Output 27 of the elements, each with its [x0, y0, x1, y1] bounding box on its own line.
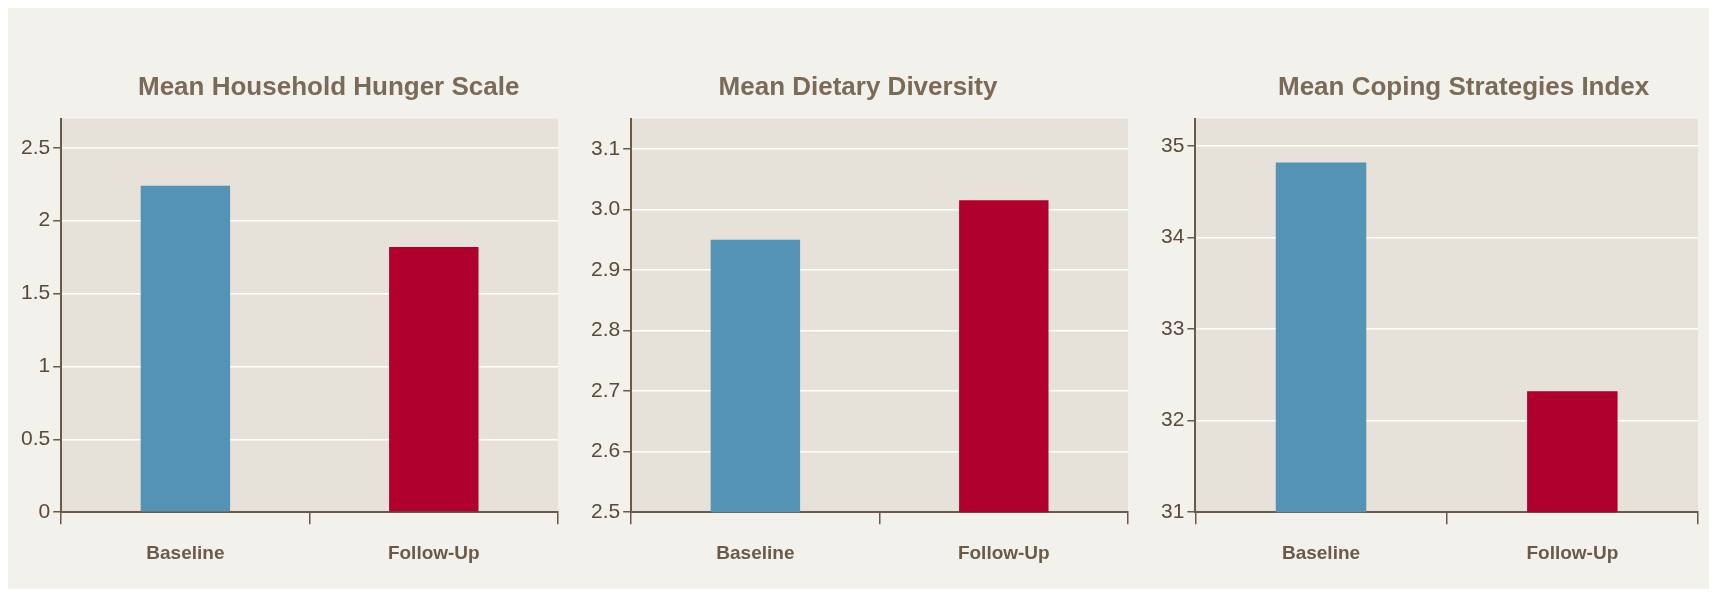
x-tick-label: Follow-Up — [387, 541, 480, 563]
chart-title: Mean Dietary Diversity — [717, 70, 999, 103]
y-tick-label: 2.7 — [590, 377, 621, 401]
y-tick-label: 2.8 — [590, 317, 621, 341]
y-tick-label: 2.9 — [590, 256, 621, 280]
y-tick-label: 2.5 — [20, 134, 51, 158]
y-tick-label: 32 — [1161, 407, 1185, 431]
y-tick-label: 2.6 — [590, 438, 621, 462]
y-tick-label: 3.0 — [590, 196, 621, 220]
y-tick-label: 34 — [1161, 224, 1185, 248]
x-tick-label: Baseline — [146, 541, 225, 563]
x-tick-label: Follow-Up — [1526, 541, 1619, 563]
chart-title: Mean Household Hunger Scale — [138, 70, 520, 103]
y-tick-label: 1.5 — [20, 280, 51, 304]
y-tick-label: 33 — [1161, 315, 1185, 339]
y-tick-label: 1 — [38, 353, 51, 377]
x-tick-label: Baseline — [1281, 541, 1361, 563]
y-tick-label: 0.5 — [20, 426, 51, 450]
chart-title: Mean Coping Strategies Index — [1278, 70, 1650, 103]
y-tick-label: 35 — [1161, 132, 1185, 156]
x-tick-label: Baseline — [716, 541, 795, 563]
y-tick-label: 3.1 — [590, 135, 621, 159]
y-tick-label: 0 — [38, 499, 51, 522]
y-tick-label: 31 — [1161, 499, 1185, 522]
x-tick-label: Follow-Up — [957, 541, 1050, 563]
y-tick-label: 2 — [38, 207, 51, 231]
y-tick-label: 2.5 — [590, 499, 621, 522]
